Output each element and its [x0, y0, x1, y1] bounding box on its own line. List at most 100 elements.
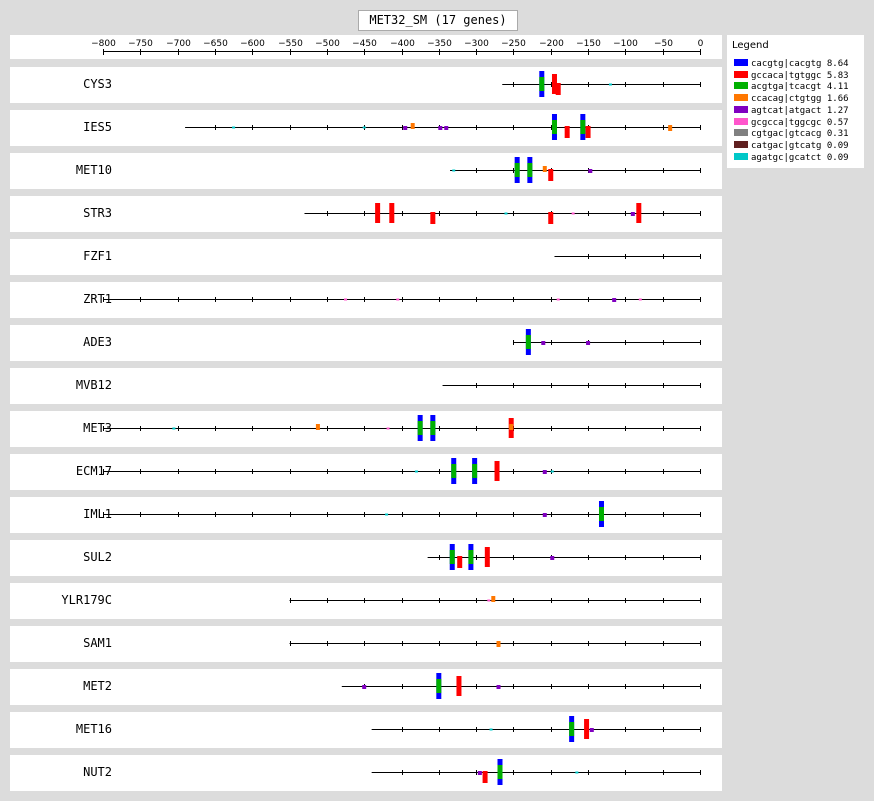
legend-item: acgtga|tcacgt 4.11: [734, 82, 849, 93]
legend-item: gccaca|tgtggc 5.83: [734, 70, 849, 82]
motif-site: [451, 464, 457, 478]
motif-site: [430, 212, 436, 224]
gene-row: FZF1: [10, 239, 722, 275]
gene-row: SUL2: [10, 540, 722, 576]
motif-site: [542, 470, 547, 474]
gene-track: [103, 501, 701, 527]
legend-item: gcgcca|tggcgc 0.57: [734, 117, 849, 129]
motif-site: [548, 169, 554, 181]
gene-label: ZRT1: [83, 292, 112, 306]
scale-tick-label: −250: [501, 39, 526, 49]
legend-label: cgtgac|gtcacg 0.31: [751, 129, 849, 140]
motif-site: [571, 212, 575, 215]
legend-swatch: [734, 117, 748, 125]
gene-track: [427, 544, 701, 570]
legend: Legend cacgtg|cacgtg 8.64 gccaca|tgtggc 5…: [727, 35, 864, 168]
motif-site: [386, 427, 390, 430]
scale-tick-label: −800: [91, 39, 116, 49]
gene-row: MET2: [10, 669, 722, 705]
motif-site: [580, 120, 586, 134]
motif-site: [585, 126, 591, 138]
motif-site: [612, 298, 617, 302]
motif-site: [430, 421, 436, 435]
gene-label: MET3: [83, 421, 112, 435]
gene-label: ECM17: [75, 464, 112, 478]
motif-site: [542, 166, 547, 172]
motif-site: [438, 126, 443, 130]
gene-label: NUT2: [83, 765, 112, 779]
motif-site: [668, 125, 673, 131]
motif-site: [375, 203, 381, 223]
gene-label: IES5: [83, 120, 112, 134]
motif-site: [541, 341, 546, 345]
scale-tick-label: −700: [166, 39, 191, 49]
gene-track: [103, 297, 701, 302]
gene-label: YLR179C: [61, 593, 112, 607]
motif-site: [584, 719, 590, 739]
gene-track: [304, 203, 701, 224]
legend-label: cacgtg|cacgtg 8.64: [751, 59, 849, 69]
motif-site: [436, 679, 442, 693]
motif-site: [362, 126, 366, 129]
motif-site: [539, 77, 545, 91]
motif-site: [638, 298, 642, 301]
gene-row: MET3: [10, 411, 722, 447]
gene-track: [289, 641, 701, 647]
motif-site: [589, 728, 594, 732]
scale-tick-label: −750: [128, 39, 153, 49]
gene-track: [103, 415, 701, 441]
motif-site: [477, 771, 482, 775]
motif-site: [569, 722, 575, 736]
gene-label: MET2: [83, 679, 112, 693]
legend-label: agtcat|atgact 1.27: [751, 105, 849, 116]
scale-tick-label: −550: [278, 39, 303, 49]
motif-site: [494, 461, 500, 481]
motif-site: [598, 507, 604, 521]
scale-tick-label: −300: [464, 39, 489, 49]
motif-site: [389, 203, 395, 223]
legend-label: gccaca|tgtggc 5.83: [751, 70, 849, 81]
motif-site: [417, 421, 423, 435]
motif-site: [362, 685, 367, 689]
motif-site: [588, 169, 593, 173]
scale-axis: −800 −750 −700 −650 −600 −550 −500 −450 −400 −350…: [91, 39, 704, 55]
gene-label: ADE3: [83, 335, 112, 349]
gene-row: NUT2: [10, 755, 722, 791]
motif-site: [504, 212, 508, 215]
scale-tick-label: −150: [576, 39, 601, 49]
gene-track: [554, 254, 701, 259]
legend-item: ccacag|ctgtgg 1.66: [734, 94, 849, 105]
legend-swatch: [734, 129, 748, 137]
gene-label: IML1: [83, 507, 112, 521]
gene-track: [502, 71, 701, 97]
motif-site: [484, 547, 490, 567]
legend-item: catgac|gtcatg 0.09: [734, 140, 849, 152]
legend-swatch: [734, 105, 748, 113]
motif-site: [551, 74, 557, 94]
motif-site: [410, 123, 415, 129]
legend-title: Legend: [732, 40, 769, 51]
legend-swatch: [734, 94, 748, 102]
motif-site: [514, 163, 520, 177]
gene-row: CYS3: [10, 67, 722, 103]
motif-site: [608, 83, 612, 86]
motif-site: [630, 212, 635, 216]
motif-site: [232, 126, 236, 129]
legend-item: agatgc|gcatct 0.09: [734, 152, 849, 164]
motif-site: [472, 464, 478, 478]
gene-label: SUL2: [83, 550, 112, 564]
gene-track: [442, 383, 701, 388]
motif-site: [456, 676, 462, 696]
motif-site: [482, 771, 488, 783]
motif-site: [496, 641, 501, 647]
scale-tick-label: −500: [315, 39, 340, 49]
gene-row: SAM1: [10, 626, 722, 662]
legend-label: ccacag|ctgtgg 1.66: [751, 94, 849, 105]
motif-site: [575, 771, 579, 774]
gene-row: IES5: [10, 110, 722, 146]
legend-item: cgtgac|gtcacg 0.31: [734, 129, 849, 140]
gene-row: MET16: [10, 712, 722, 748]
chart-title: MET32_SM (17 genes): [358, 10, 518, 31]
legend-swatch: [734, 82, 748, 90]
scale-tick-label: −650: [203, 39, 228, 49]
